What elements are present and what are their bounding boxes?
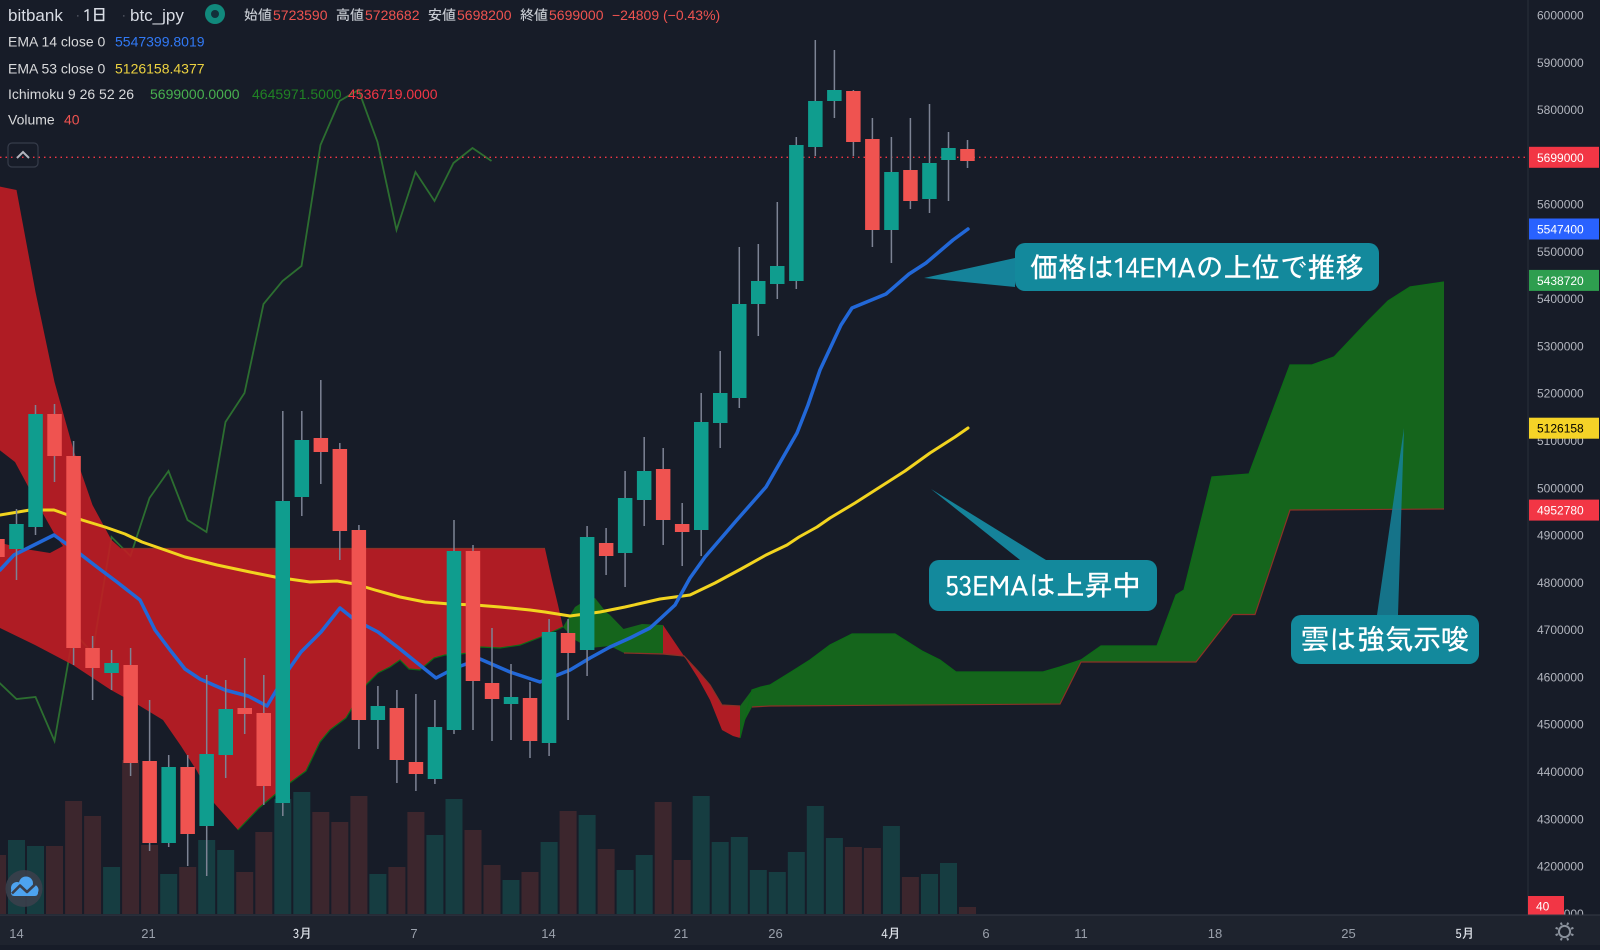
svg-text:18: 18 [1208, 926, 1222, 941]
svg-text:14: 14 [9, 926, 23, 941]
svg-text:−24809 (−0.43%): −24809 (−0.43%) [612, 7, 720, 23]
svg-text:5723590: 5723590 [273, 7, 328, 23]
svg-text:6000000: 6000000 [1537, 9, 1584, 23]
svg-text:5900000: 5900000 [1537, 56, 1584, 70]
svg-text:4500000: 4500000 [1537, 718, 1584, 732]
svg-text:6: 6 [982, 926, 989, 941]
svg-text:40: 40 [1536, 900, 1550, 914]
svg-text:5126158.4377: 5126158.4377 [115, 61, 205, 77]
svg-text:11: 11 [1074, 926, 1088, 941]
svg-text:·: · [76, 10, 80, 22]
svg-text:EMA 14 close 0: EMA 14 close 0 [8, 34, 105, 50]
svg-text:25: 25 [1341, 926, 1355, 941]
svg-text:·: · [122, 10, 126, 22]
svg-text:5400000: 5400000 [1537, 292, 1584, 306]
svg-text:EMA 53 close 0: EMA 53 close 0 [8, 61, 105, 77]
svg-text:4645971.5000: 4645971.5000 [252, 86, 342, 102]
svg-text:5698200: 5698200 [457, 7, 512, 23]
svg-text:5600000: 5600000 [1537, 198, 1584, 212]
svg-text:4200000: 4200000 [1537, 860, 1584, 874]
svg-text:5547399.8019: 5547399.8019 [115, 34, 205, 50]
svg-text:5126158: 5126158 [1537, 422, 1584, 436]
svg-text:5699000.0000: 5699000.0000 [150, 86, 240, 102]
svg-text:21: 21 [674, 926, 688, 941]
svg-text:Volume: Volume [8, 112, 55, 128]
svg-text:5300000: 5300000 [1537, 340, 1584, 354]
svg-text:5800000: 5800000 [1537, 103, 1584, 117]
svg-text:Ichimoku 9 26 52 26: Ichimoku 9 26 52 26 [8, 86, 134, 102]
svg-text:21: 21 [141, 926, 155, 941]
svg-text:bitbank: bitbank [8, 6, 63, 25]
svg-text:5699000: 5699000 [1537, 151, 1584, 165]
svg-text:4700000: 4700000 [1537, 623, 1584, 637]
svg-text:40: 40 [64, 112, 80, 128]
svg-text:4600000: 4600000 [1537, 670, 1584, 684]
svg-text:5728682: 5728682 [365, 7, 420, 23]
svg-text:5500000: 5500000 [1537, 245, 1584, 259]
svg-text:26: 26 [768, 926, 782, 941]
svg-text:5547400: 5547400 [1537, 223, 1584, 237]
svg-text:4952780: 4952780 [1537, 504, 1584, 518]
svg-text:5438720: 5438720 [1537, 274, 1584, 288]
svg-text:7: 7 [410, 926, 417, 941]
svg-text:5000000: 5000000 [1537, 481, 1584, 495]
svg-text:btc_jpy: btc_jpy [130, 6, 184, 25]
svg-text:4536719.0000: 4536719.0000 [348, 86, 438, 102]
svg-text:14: 14 [541, 926, 555, 941]
svg-text:5699000: 5699000 [549, 7, 604, 23]
svg-text:4800000: 4800000 [1537, 576, 1584, 590]
svg-text:4300000: 4300000 [1537, 812, 1584, 826]
svg-text:5200000: 5200000 [1537, 387, 1584, 401]
svg-text:4900000: 4900000 [1537, 529, 1584, 543]
svg-text:4400000: 4400000 [1537, 765, 1584, 779]
